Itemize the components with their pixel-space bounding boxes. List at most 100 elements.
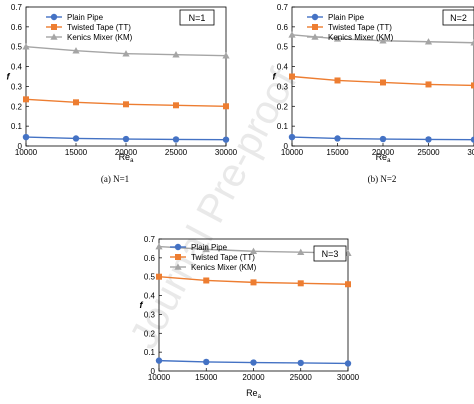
data-point <box>334 135 341 142</box>
x-tick-label: 10000 <box>15 148 38 157</box>
y-tick-label: 0.5 <box>277 43 289 52</box>
data-point <box>288 133 296 141</box>
data-point <box>203 358 210 366</box>
legend-marker <box>312 24 318 30</box>
data-point <box>122 50 130 57</box>
series-triangle <box>22 43 230 59</box>
y-tick-label: 0.7 <box>11 3 23 12</box>
x-tick-label: 20000 <box>242 373 265 382</box>
legend-marker <box>174 243 182 251</box>
charts-container: 0 0.1 0.2 0.3 0.4 0.5 0.6 0.7 10000 15000 20000 250… <box>7 3 474 400</box>
legend-marker <box>175 254 181 260</box>
y-tick-label: 0.4 <box>144 292 156 301</box>
legend-entry: Kenics Mixer (KM) <box>328 33 394 42</box>
data-point <box>289 73 295 80</box>
x-tick-label: 15000 <box>65 148 88 157</box>
series-circle <box>288 133 474 143</box>
data-point <box>122 135 130 143</box>
data-point <box>72 47 80 54</box>
data-point <box>249 247 258 255</box>
x-axis-label-subscript: a <box>387 158 391 164</box>
x-axis-label: Rea <box>246 388 262 400</box>
data-point <box>155 357 163 364</box>
y-axis-label: f <box>140 300 144 310</box>
y-tick-label: 0.5 <box>144 273 156 282</box>
data-point <box>424 38 433 45</box>
legend-entry: Kenics Mixer (KM) <box>191 263 257 272</box>
data-point <box>202 245 210 253</box>
x-axis-label-subscript: a <box>130 158 134 164</box>
n-label-box <box>179 9 215 26</box>
x-tick-label: 30000 <box>215 148 238 157</box>
y-axis-label: f <box>273 72 277 82</box>
x-tick-label: 30000 <box>337 373 360 382</box>
data-point <box>470 39 474 46</box>
x-tick-label: 10000 <box>148 373 171 382</box>
legend-marker <box>311 33 319 40</box>
x-axis-label-subscript: a <box>258 394 262 400</box>
n-label: N=2 <box>450 13 467 23</box>
legend-marker <box>51 24 57 30</box>
y-tick-label: 0.1 <box>144 348 156 357</box>
series-square <box>156 273 351 288</box>
data-point <box>345 281 351 288</box>
legend-entry: Plain Pipe <box>67 13 104 22</box>
data-point <box>334 77 341 84</box>
x-tick-label: 25000 <box>290 373 313 382</box>
data-point <box>72 135 80 142</box>
y-tick-label: 0.1 <box>277 122 289 131</box>
series-square <box>289 73 474 89</box>
legend-marker <box>174 263 182 270</box>
legend-entry: Twisted Tape (TT) <box>67 23 131 32</box>
n-label: N=3 <box>322 249 339 259</box>
series-square <box>23 96 229 110</box>
x-tick-label: 10000 <box>281 148 304 157</box>
data-point <box>223 103 229 110</box>
y-tick-label: 0 <box>18 142 23 151</box>
data-point <box>123 101 129 108</box>
legend-entry: Plain Pipe <box>191 243 228 252</box>
data-point <box>222 52 230 59</box>
y-tick-label: 0.7 <box>144 235 156 244</box>
data-point <box>172 136 180 143</box>
data-point <box>288 31 296 38</box>
y-tick-label: 0.6 <box>11 23 23 32</box>
data-point <box>344 360 352 367</box>
data-point <box>250 359 257 366</box>
legend-marker <box>311 13 319 21</box>
x-tick-label: 300 <box>467 148 474 157</box>
y-tick-label: 0 <box>284 142 289 151</box>
y-tick-label: 0.4 <box>277 63 289 72</box>
legend-entry: Twisted Tape (TT) <box>328 23 392 32</box>
data-point <box>73 99 79 106</box>
data-point <box>222 136 230 143</box>
subfigure-caption: (a) N=1 <box>101 174 129 184</box>
x-tick-label: 20000 <box>115 148 138 157</box>
y-tick-label: 0.3 <box>144 310 156 319</box>
data-point <box>470 136 474 143</box>
chart-2: 0 0.1 0.2 0.3 0.4 0.5 0.6 0.7 10000 15000 20000 250… <box>273 3 474 184</box>
y-tick-label: 0 <box>151 367 156 376</box>
data-point <box>471 82 474 89</box>
data-point <box>297 280 304 287</box>
legend-entry: Twisted Tape (TT) <box>191 253 255 262</box>
data-point <box>173 102 179 109</box>
x-tick-label: 20000 <box>372 148 395 157</box>
y-tick-label: 0.6 <box>277 23 289 32</box>
legend-marker <box>50 33 58 40</box>
data-point <box>156 273 162 280</box>
y-tick-label: 0.1 <box>11 122 23 131</box>
data-point <box>203 277 210 284</box>
data-point <box>297 248 305 255</box>
data-point <box>22 133 30 141</box>
y-tick-label: 0.6 <box>144 254 156 263</box>
y-tick-label: 0.2 <box>277 102 289 111</box>
y-tick-label: 0.3 <box>11 82 23 91</box>
data-point <box>250 279 257 286</box>
data-point <box>379 135 387 143</box>
y-tick-label: 0.5 <box>11 43 23 52</box>
chart-3: 0 0.1 0.2 0.3 0.4 0.5 0.6 0.7 10000 15000 20000 250… <box>140 235 360 400</box>
